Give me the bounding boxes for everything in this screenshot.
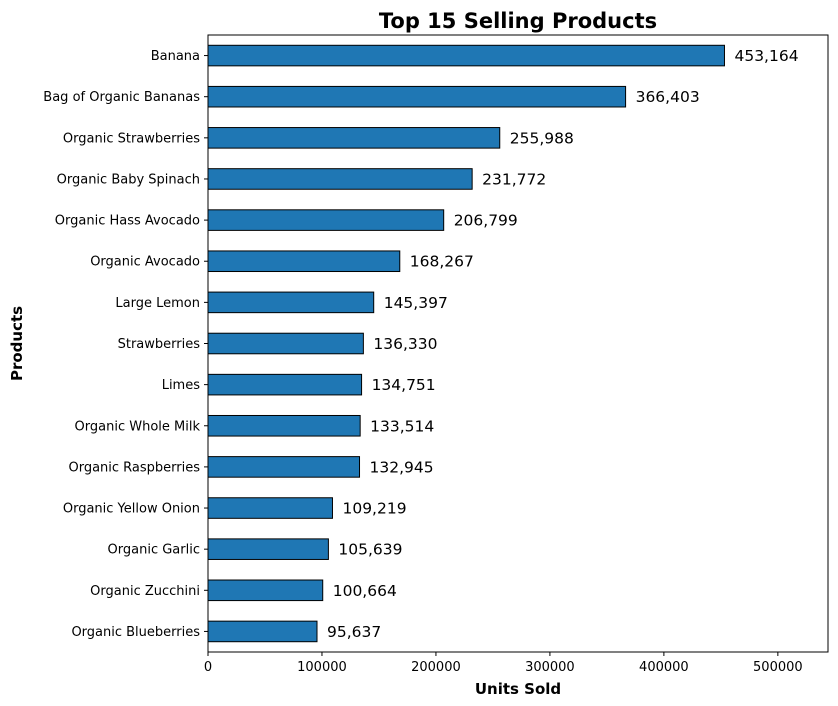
bar-value-label: 133,514 [370, 417, 434, 435]
bar [207, 620, 318, 643]
y-tick-label: Organic Zucchini [90, 584, 200, 599]
x-tick-label: 0 [204, 660, 212, 675]
bar [207, 332, 364, 355]
bar-value-label: 145,397 [384, 294, 448, 312]
bar [207, 168, 473, 190]
bar-value-label: 206,799 [454, 212, 518, 230]
y-tick-label: Organic Baby Spinach [57, 172, 200, 187]
bar [207, 414, 361, 437]
x-axis-label: Units Sold [475, 680, 561, 698]
y-tick-label: Strawberries [118, 337, 201, 352]
y-tick-label: Limes [162, 378, 201, 393]
y-tick-label: Large Lemon [115, 296, 200, 311]
y-tick-label: Organic Avocado [90, 255, 200, 270]
y-tick-label: Organic Yellow Onion [63, 502, 200, 517]
bar [207, 44, 725, 67]
bar-value-label: 136,330 [373, 335, 437, 353]
bar [207, 497, 333, 519]
value-labels-group: 453,164 366,403 255,988 231,772 206,799 168,2… [327, 47, 799, 641]
bar-value-label: 100,664 [333, 582, 397, 600]
bar [207, 85, 627, 108]
bars-group [207, 44, 725, 643]
y-tick-label: Organic Garlic [108, 543, 200, 558]
y-tick-label: Organic Raspberries [68, 460, 200, 475]
y-axis-label: Products [8, 306, 26, 381]
bar-value-label: 231,772 [482, 170, 546, 188]
bar [207, 579, 324, 602]
bar [207, 538, 329, 560]
x-tick-label: 200000 [411, 660, 461, 675]
bar [207, 291, 375, 314]
x-tick-label: 300000 [525, 660, 575, 675]
bar-value-label: 366,403 [636, 88, 700, 106]
bar-value-label: 109,219 [342, 500, 406, 518]
bar-value-label: 132,945 [370, 458, 434, 476]
x-axis-ticks: 0 100000 200000 300000 400000 500000 [204, 652, 803, 675]
y-tick-label: Organic Blueberries [71, 625, 200, 640]
plot-frame [207, 34, 829, 653]
x-tick-label: 100000 [297, 660, 347, 675]
bar-value-label: 168,267 [410, 253, 474, 271]
bar-value-label: 105,639 [338, 541, 402, 559]
bar-value-label: 95,637 [327, 623, 381, 641]
bar-value-label: 255,988 [510, 129, 574, 147]
bar [207, 250, 401, 273]
y-tick-label: Organic Hass Avocado [55, 214, 200, 229]
x-tick-label: 400000 [639, 660, 689, 675]
bar [207, 456, 361, 478]
chart-title: Top 15 Selling Products [379, 9, 657, 33]
y-axis-ticks: Banana Bag of Organic Bananas Organic Stra… [43, 49, 208, 640]
bar [207, 127, 501, 149]
x-tick-label: 500000 [753, 660, 803, 675]
bar-value-label: 134,751 [372, 376, 436, 394]
y-tick-label: Banana [151, 49, 200, 64]
y-tick-label: Bag of Organic Bananas [43, 90, 200, 105]
bar-value-label: 453,164 [734, 47, 798, 65]
bar [207, 373, 363, 396]
bar [207, 209, 445, 231]
y-tick-label: Organic Whole Milk [75, 419, 201, 434]
y-tick-label: Organic Strawberries [63, 131, 200, 146]
